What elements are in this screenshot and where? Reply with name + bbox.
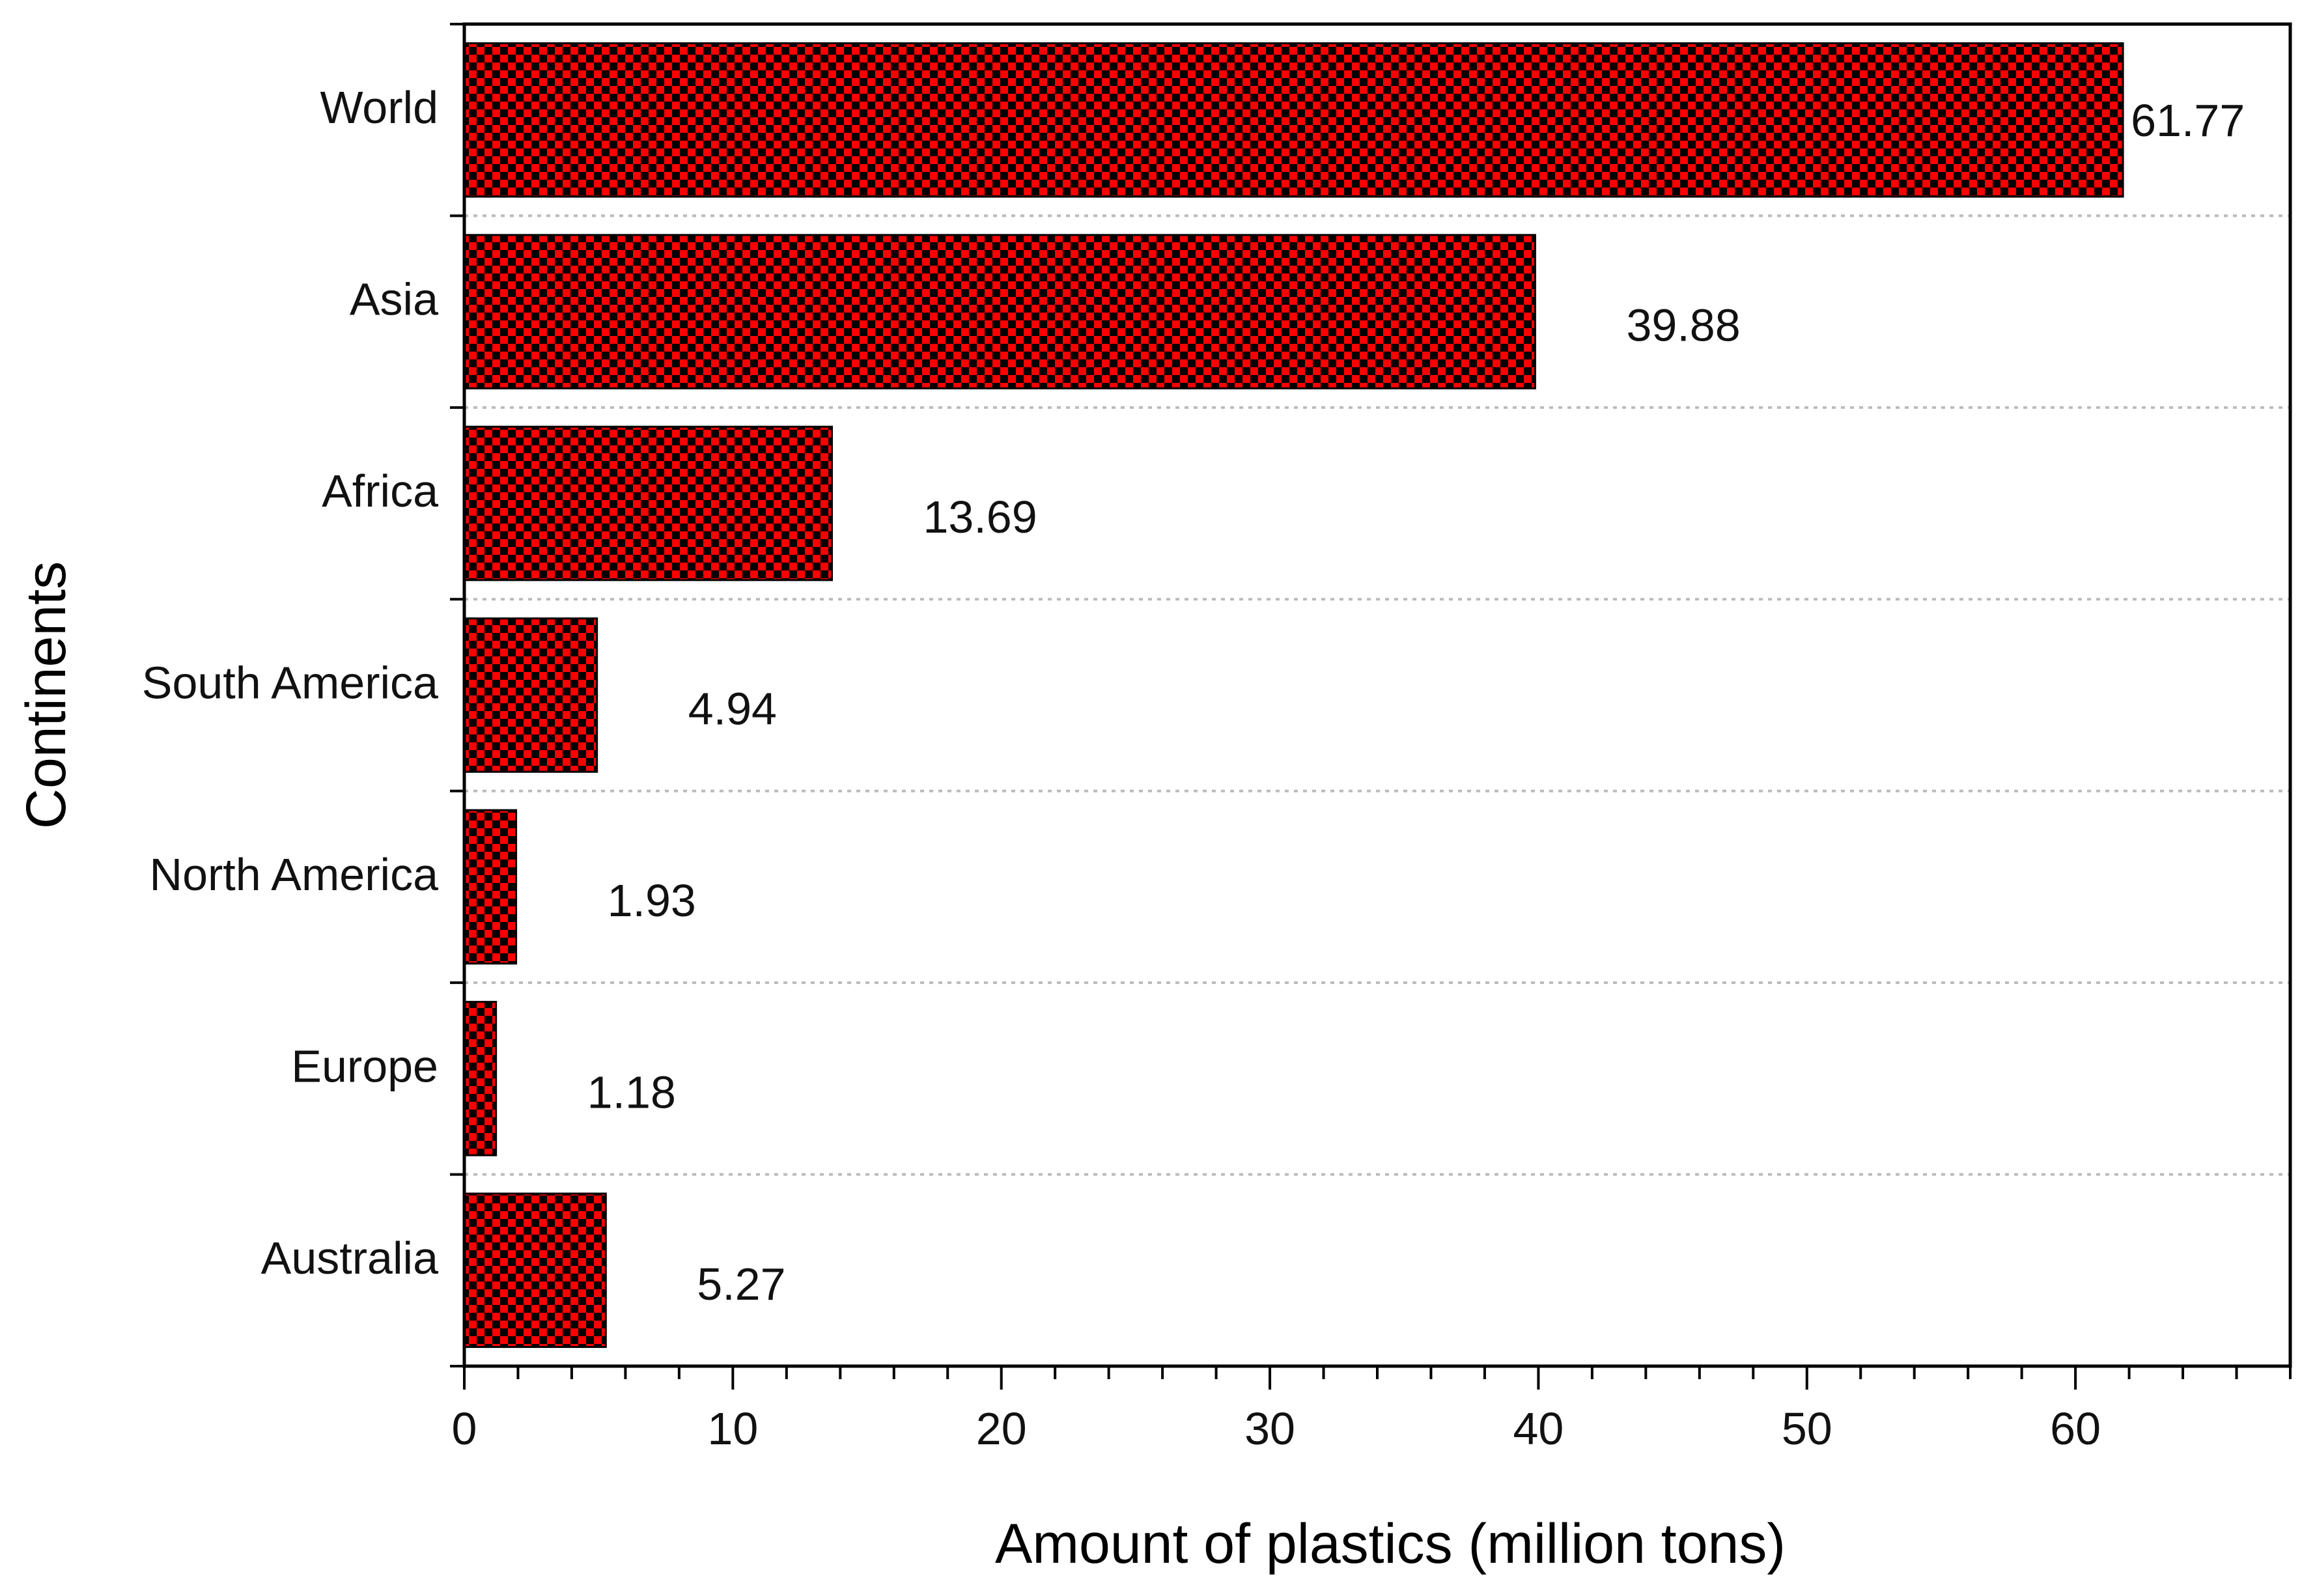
category-label: Australia — [261, 1233, 438, 1283]
data-label: 4.94 — [688, 684, 777, 735]
category-label: Africa — [322, 466, 438, 516]
category-label: Europe — [291, 1041, 438, 1091]
category-label: World — [320, 82, 438, 133]
bar — [463, 42, 2124, 198]
data-label: 1.18 — [587, 1067, 676, 1117]
data-label: 5.27 — [697, 1259, 785, 1309]
labels: 61.77 World 39.88 Asia 13.69 Africa 4.94 South … — [142, 82, 2245, 1454]
bars — [463, 42, 2124, 1349]
axis-ticks — [450, 23, 2292, 1390]
x-tick-label: 60 — [2050, 1403, 2101, 1454]
x-tick-label: 10 — [707, 1403, 758, 1454]
category-label: North America — [150, 849, 439, 900]
x-tick-label: 40 — [1513, 1403, 1564, 1454]
x-axis-title: Amount of plastics (million tons) — [995, 1513, 1786, 1575]
bar — [463, 809, 518, 965]
category-label: Asia — [350, 274, 438, 325]
x-tick-label: 30 — [1244, 1403, 1295, 1454]
x-tick-label: 0 — [452, 1403, 477, 1454]
data-label: 61.77 — [2131, 95, 2245, 146]
data-label: 13.69 — [923, 492, 1037, 542]
x-tick-label: 20 — [976, 1403, 1027, 1454]
bar — [463, 1192, 607, 1349]
bar — [463, 1001, 498, 1156]
bar — [463, 234, 1536, 389]
bar — [463, 425, 834, 581]
bar — [463, 617, 598, 773]
category-label: South America — [142, 658, 438, 708]
x-tick-label: 50 — [1782, 1403, 1832, 1454]
data-label: 1.93 — [608, 875, 696, 926]
data-label: 39.88 — [1626, 300, 1740, 351]
y-axis-title: Continents — [15, 561, 77, 829]
gridlines — [464, 214, 2290, 1176]
